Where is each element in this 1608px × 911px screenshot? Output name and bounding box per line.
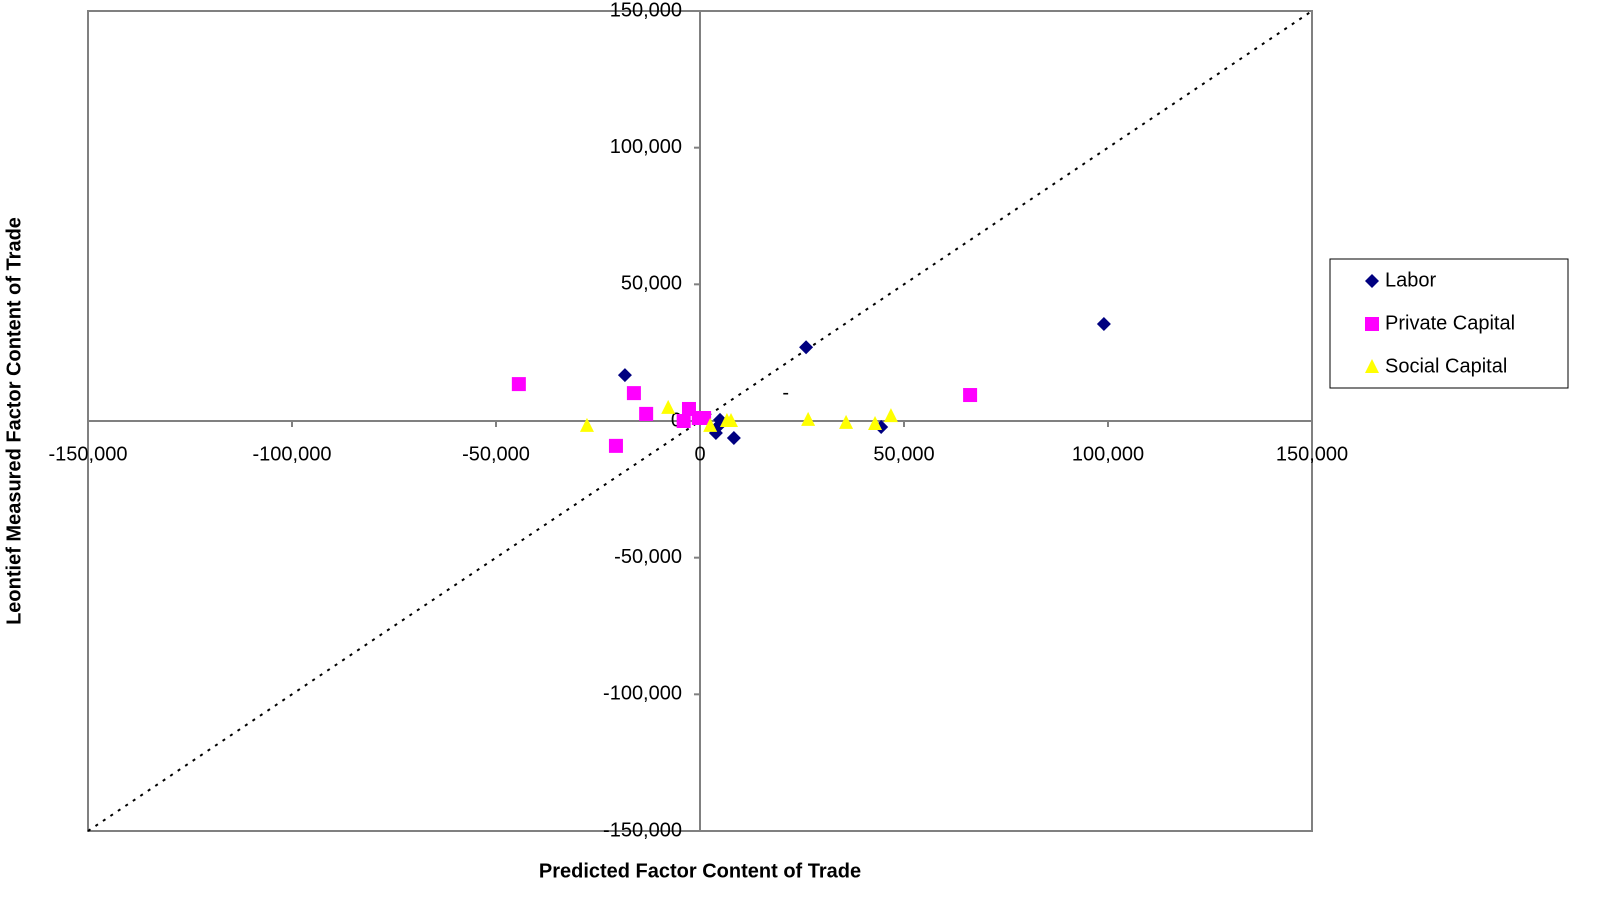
data-point (579, 417, 594, 432)
y-tick-label: 150,000 (610, 0, 682, 21)
x-tick-label: -50,000 (462, 443, 530, 465)
data-point (726, 430, 741, 445)
y-tick-label: 100,000 (610, 136, 682, 158)
legend-label: Labor (1385, 269, 1436, 291)
x-tick-label: 50,000 (873, 443, 934, 465)
data-point (511, 377, 526, 392)
legend-label: Private Capital (1385, 312, 1515, 334)
legend-label: Social Capital (1385, 355, 1507, 377)
x-axis-title: Predicted Factor Content of Trade (539, 860, 861, 882)
y-tick-label: 50,000 (621, 273, 682, 295)
y-tick-label: -100,000 (603, 683, 682, 705)
y-axis-title: Leontief Measured Factor Content of Trad… (3, 217, 25, 625)
data-point (697, 410, 712, 425)
y-tick-label: -50,000 (614, 546, 682, 568)
data-point (868, 416, 883, 431)
data-point (719, 413, 734, 427)
annotation: - (782, 382, 789, 404)
x-tick-label: -150,000 (49, 443, 128, 465)
x-tick-label: 0 (694, 443, 705, 465)
data-point (661, 399, 676, 414)
x-tick-label: 100,000 (1072, 443, 1144, 465)
data-point (963, 388, 978, 403)
data-point (801, 411, 816, 426)
data-point (676, 414, 691, 428)
data-point (799, 340, 814, 355)
x-tick-label: -100,000 (253, 443, 332, 465)
data-point (608, 438, 623, 453)
diagonal-line (87, 10, 1313, 832)
data-point (839, 414, 854, 429)
data-point (617, 368, 632, 383)
legend-marker (1365, 317, 1379, 331)
y-tick-label: -150,000 (603, 819, 682, 841)
data-point (1096, 316, 1111, 331)
legend-marker (1365, 359, 1379, 373)
legend-marker (1365, 274, 1379, 288)
data-point (883, 408, 898, 423)
y-tick-label: 0 (671, 409, 682, 431)
x-tick-label: 150,000 (1276, 443, 1348, 465)
data-point (703, 417, 718, 432)
data-point (639, 406, 654, 421)
data-point (626, 386, 641, 401)
